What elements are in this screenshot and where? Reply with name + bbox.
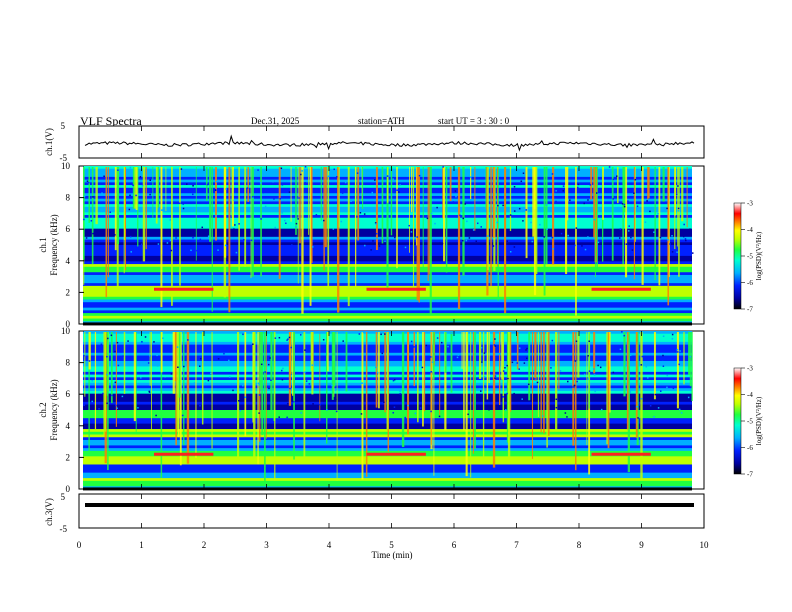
ch1-channel-label: ch.1 bbox=[38, 237, 48, 252]
time-tick-2: 2 bbox=[202, 540, 207, 550]
time-tick-9: 9 bbox=[639, 540, 644, 550]
time-tick-0: 0 bbox=[77, 540, 82, 550]
ch2-spectrogram-image bbox=[83, 331, 693, 491]
plot-title: VLF Spectra bbox=[80, 114, 142, 128]
colorbar-tick--6: -6 bbox=[747, 279, 753, 287]
time-tick-6: 6 bbox=[452, 540, 457, 550]
ch1-spectrogram-panel: 0 2 4 6 8 10 ch.1 Frequency (kHz) -3 -4 -5 -6 -7 … bbox=[38, 161, 763, 329]
colorbar-tick--7: -7 bbox=[747, 306, 753, 314]
colorbar-tick--5: -5 bbox=[747, 418, 753, 426]
colorbar-tick--7: -7 bbox=[747, 471, 753, 479]
start-time-label: start UT = 3 : 30 : 0 bbox=[438, 116, 510, 126]
time-tick-10: 10 bbox=[700, 540, 710, 550]
freq-tick-2: 2 bbox=[66, 452, 71, 462]
ch3-ylabel: ch.3(V) bbox=[44, 498, 54, 526]
ch2-freq-ylabel: Frequency (kHz) bbox=[49, 379, 59, 440]
colorbar-tick--5: -5 bbox=[747, 253, 753, 261]
time-tick-3: 3 bbox=[264, 540, 269, 550]
freq-tick-0: 0 bbox=[66, 484, 71, 494]
freq-tick-8: 8 bbox=[66, 358, 71, 368]
ch1-ytick-bottom: -5 bbox=[60, 153, 68, 163]
ch1-colorbar-label: log(PSD)(V²/Hz) bbox=[755, 231, 763, 280]
date-label: Dec.31, 2025 bbox=[251, 116, 300, 126]
time-axis-ticks: 0 1 2 3 4 5 6 7 8 9 10 bbox=[77, 126, 709, 550]
time-tick-7: 7 bbox=[514, 540, 519, 550]
freq-tick-4: 4 bbox=[66, 256, 71, 266]
colorbar-tick--4: -4 bbox=[747, 391, 753, 399]
time-tick-1: 1 bbox=[139, 540, 144, 550]
station-label: station=ATH bbox=[358, 116, 405, 126]
ch1-ylabel: ch.1(V) bbox=[44, 128, 54, 156]
colorbar-tick--3: -3 bbox=[747, 200, 753, 208]
ch2-colorbar: -3 -4 -5 -6 -7 log(PSD)(V²/Hz) bbox=[733, 365, 763, 479]
ch1-ytick-top: 5 bbox=[61, 121, 66, 131]
freq-tick-2: 2 bbox=[66, 287, 71, 297]
ch3-ytick-bottom: -5 bbox=[60, 524, 68, 534]
colorbar-tick--4: -4 bbox=[747, 226, 753, 234]
ch1-spectrogram-image bbox=[83, 166, 694, 326]
ch1-freq-ticks: 0 2 4 6 8 10 bbox=[61, 161, 84, 329]
time-axis-label: Time (min) bbox=[372, 550, 413, 560]
ch3-waveform-panel: 5 -5 ch.3(V) bbox=[44, 492, 705, 534]
colorbar-tick--3: -3 bbox=[747, 365, 753, 373]
colorbar-tick--6: -6 bbox=[747, 444, 753, 452]
ch2-spectrogram-panel: 0 2 4 6 8 10 ch.2 Frequency (kHz) -3 -4 -5 -6 -7 … bbox=[38, 326, 763, 494]
freq-tick-4: 4 bbox=[66, 421, 71, 431]
ch1-freq-ylabel: Frequency (kHz) bbox=[49, 214, 59, 275]
freq-tick-10: 10 bbox=[61, 326, 71, 336]
time-tick-8: 8 bbox=[577, 540, 582, 550]
time-tick-5: 5 bbox=[389, 540, 394, 550]
ch3-ytick-top: 5 bbox=[61, 492, 66, 502]
freq-tick-8: 8 bbox=[66, 193, 71, 203]
freq-tick-10: 10 bbox=[61, 161, 71, 171]
ch2-freq-ticks: 0 2 4 6 8 10 bbox=[61, 326, 84, 494]
freq-tick-0: 0 bbox=[66, 319, 71, 329]
ch1-waveform-line bbox=[84, 134, 695, 152]
time-tick-4: 4 bbox=[327, 540, 332, 550]
ch2-channel-label: ch.2 bbox=[38, 402, 48, 417]
ch2-colorbar-label: log(PSD)(V²/Hz) bbox=[755, 396, 763, 445]
freq-tick-6: 6 bbox=[66, 224, 71, 234]
ch1-colorbar: -3 -4 -5 -6 -7 log(PSD)(V²/Hz) bbox=[733, 200, 763, 314]
ch1-waveform-panel: 5 -5 ch.1(V) bbox=[44, 121, 705, 163]
freq-tick-6: 6 bbox=[66, 389, 71, 399]
